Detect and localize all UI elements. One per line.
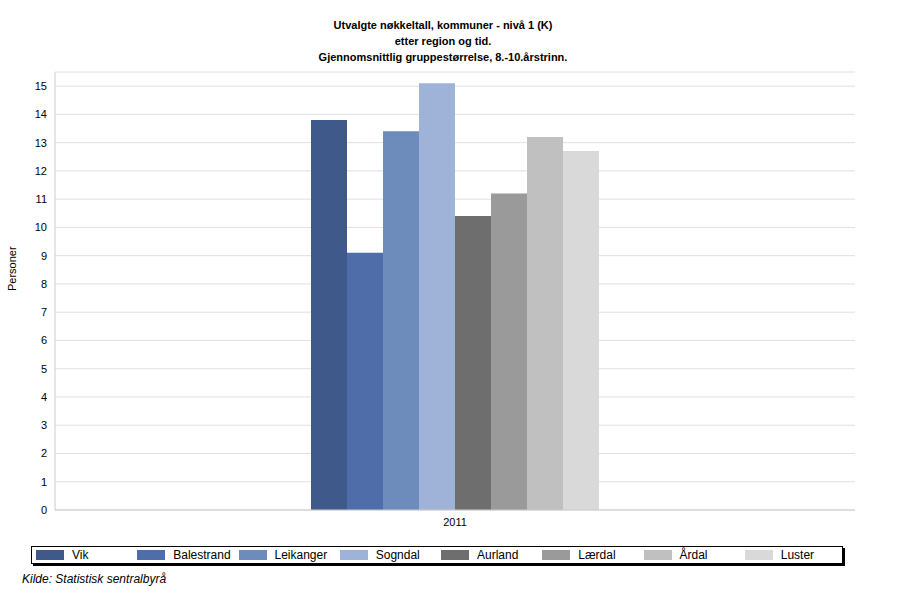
svg-text:4: 4: [41, 391, 47, 403]
html-text:Balestrand: Balestrand: [173, 548, 231, 562]
svg-text:0: 0: [41, 504, 47, 516]
svg-text:2011: 2011: [443, 516, 467, 528]
svg-text:2: 2: [41, 447, 47, 459]
html-text:Årdal: Årdal: [679, 548, 708, 562]
svg-text:3: 3: [41, 419, 47, 431]
svg-text:9: 9: [41, 250, 47, 262]
svg-text:15: 15: [35, 80, 47, 92]
html-text:Luster: Luster: [780, 548, 815, 562]
html-text:etter region og tid.: etter region og tid.: [394, 35, 492, 47]
html-text:Utvalgte nøkkeltall, kommuner: Utvalgte nøkkeltall, kommuner - nivå 1 (…: [333, 19, 553, 31]
svg-text:10: 10: [35, 221, 47, 233]
svg-text:7: 7: [41, 306, 47, 318]
html-text:Vik: Vik: [72, 548, 89, 562]
html-text:Lærdal: Lærdal: [578, 548, 616, 562]
svg-text:11: 11: [36, 193, 47, 205]
svg-text:Personer: Personer: [8, 246, 18, 291]
html-text:Aurland: Aurland: [477, 548, 519, 562]
html-text:Leikanger: Leikanger: [274, 548, 328, 562]
svg-text:13: 13: [35, 137, 47, 149]
svg-text:8: 8: [41, 278, 47, 290]
svg-text:5: 5: [41, 363, 47, 375]
svg-text:12: 12: [35, 165, 47, 177]
svg-text:14: 14: [35, 108, 47, 120]
html-text:Sogndal: Sogndal: [375, 548, 420, 562]
svg-text:1: 1: [41, 476, 47, 488]
svg-text:6: 6: [41, 334, 47, 346]
html-text:Gjennomsnittlig gruppestørrels: Gjennomsnittlig gruppestørrelse, 8.-10.å…: [318, 51, 568, 63]
html-text:Kilde: Statistisk sentralbyrå: Kilde: Statistisk sentralbyrå: [22, 572, 167, 586]
